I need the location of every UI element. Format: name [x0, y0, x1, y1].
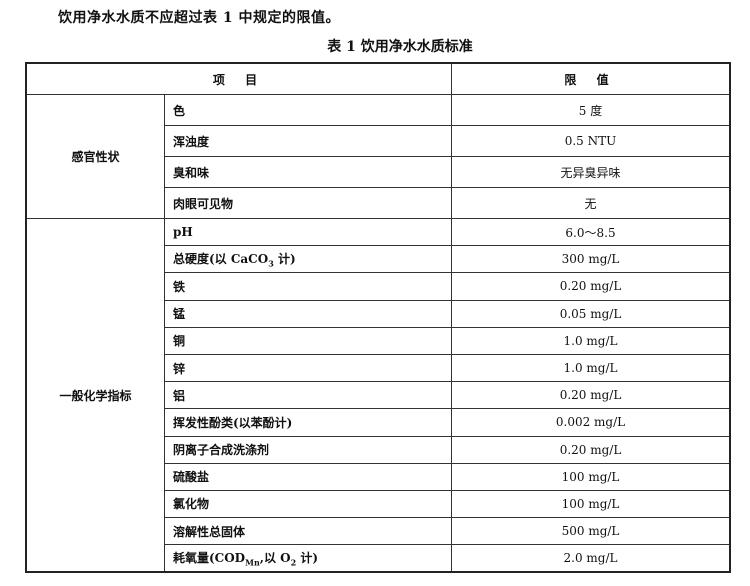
value-cell: 0.20 mg/L [451, 272, 731, 301]
item-cell: 肉眼可见物 [164, 187, 452, 219]
item-cell: 铁 [164, 272, 452, 301]
table-row: 溶解性总固体 500 mg/L [26, 517, 731, 546]
item-cell: pH [164, 217, 452, 247]
item-subscript-2: 2 [290, 557, 297, 568]
item-text-after: 计) [273, 252, 296, 267]
category-cell: 感官性状 [25, 94, 165, 219]
table-row: 浑浊度 0.5 NTU [26, 125, 731, 157]
category-cell: 一般化学指标 [25, 218, 165, 573]
value-cell: 无 [451, 187, 731, 219]
item-cell: 硫酸盐 [164, 462, 452, 491]
value-cell: 0.002 mg/L [451, 408, 731, 437]
item-cell: 阴离子合成洗涤剂 [164, 435, 452, 464]
item-cell: 浑浊度 [164, 125, 452, 157]
table-row: 铁 0.20 mg/L [26, 272, 731, 301]
item-text-after: ,以 O [259, 551, 291, 566]
item-cell: 溶解性总固体 [164, 517, 452, 546]
item-subscript: Mn [245, 557, 260, 568]
table-row: 肉眼可见物 无 [26, 187, 731, 219]
value-cell: 0.5 NTU [451, 125, 731, 157]
table-caption: 表 1 饮用净水水质标准 [327, 39, 473, 55]
table-row: 铝 0.20 mg/L [26, 381, 731, 410]
item-cell: 氯化物 [164, 489, 452, 519]
item-cell: 总硬度(以 CaCO3 计) [164, 245, 452, 274]
item-text: 耗氧量(COD [173, 551, 246, 566]
item-cell: 色 [164, 94, 452, 126]
item-cell: 挥发性酚类(以苯酚计) [164, 408, 452, 437]
item-text-after-2: 计) [296, 551, 319, 566]
item-text: 总硬度(以 CaCO [173, 252, 269, 267]
table-row: 耗氧量(CODMn,以 O2 计) 2.0 mg/L [26, 544, 731, 573]
table-row: 铜 1.0 mg/L [26, 326, 731, 355]
item-cell: 铝 [164, 381, 452, 410]
item-cell: 臭和味 [164, 156, 452, 188]
water-quality-table: 项 目 限 值 感官性状 色 5 度 浑浊度 0.5 NTU 臭和味 无异臭异味… [25, 62, 731, 574]
item-cell: 锌 [164, 353, 452, 383]
value-cell: 2.0 mg/L [451, 544, 731, 573]
table-row: 一般化学指标 pH 6.0～8.5 [25, 217, 731, 573]
table-row: 锌 1.0 mg/L [26, 353, 731, 383]
header-item: 项 目 [25, 62, 452, 95]
table-row: 锰 0.05 mg/L [26, 299, 731, 328]
value-cell: 0.20 mg/L [451, 381, 731, 410]
table-row: 阴离子合成洗涤剂 0.20 mg/L [26, 435, 731, 464]
value-cell: 0.20 mg/L [451, 435, 731, 464]
table-row: 感官性状 色 5 度 [25, 94, 731, 219]
value-cell: 1.0 mg/L [451, 353, 731, 383]
table-header-row: 项 目 限 值 [25, 62, 731, 95]
item-cell: 铜 [164, 326, 452, 355]
table-row: 挥发性酚类(以苯酚计) 0.002 mg/L [26, 408, 731, 437]
value-cell: 100 mg/L [451, 489, 731, 519]
item-cell: 耗氧量(CODMn,以 O2 计) [164, 544, 452, 573]
item-cell: 锰 [164, 299, 452, 328]
value-cell: 6.0～8.5 [451, 217, 731, 247]
intro-text: 饮用净水水质不应超过表 1 中规定的限值。 [58, 10, 340, 26]
table-row: 氯化物 100 mg/L [26, 489, 731, 519]
value-cell: 100 mg/L [451, 462, 731, 491]
value-cell: 1.0 mg/L [451, 326, 731, 355]
value-cell: 0.05 mg/L [451, 299, 731, 328]
header-limit: 限 值 [451, 62, 731, 95]
value-cell: 300 mg/L [451, 245, 731, 274]
value-cell: 500 mg/L [451, 517, 731, 546]
value-cell: 无异臭异味 [451, 156, 731, 188]
item-subscript: 3 [268, 258, 274, 269]
value-cell: 5 度 [451, 94, 731, 126]
